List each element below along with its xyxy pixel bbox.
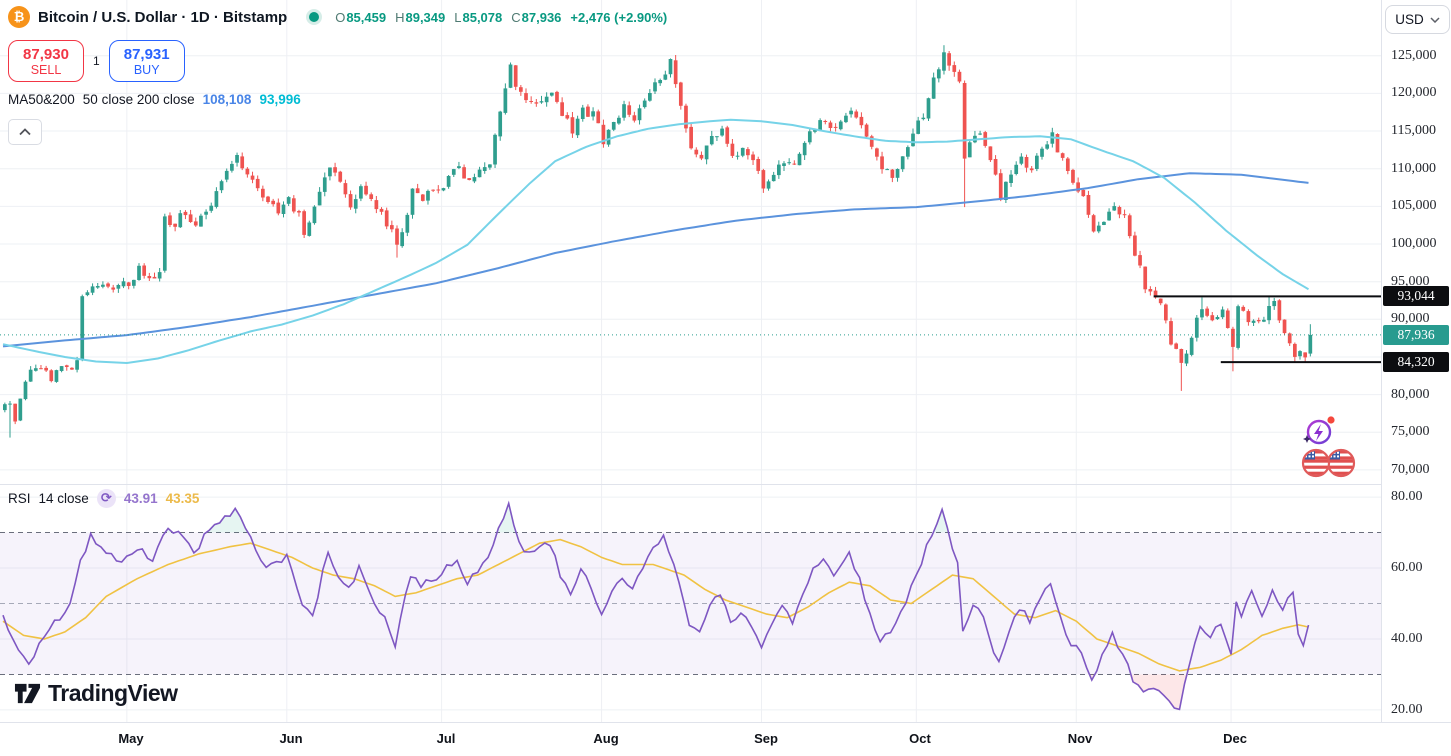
ma50-value: 93,996 <box>259 92 301 107</box>
low-value: 85,078 <box>462 9 503 25</box>
rsi-zone-fill <box>165 503 949 533</box>
flag-icon <box>1303 450 1329 476</box>
sell-button[interactable]: 87,930 SELL <box>8 40 84 82</box>
month-label: Nov <box>1067 731 1093 746</box>
price-tick-label: 90,000 <box>1391 311 1430 326</box>
price-tick-label: 125,000 <box>1391 48 1437 63</box>
price-tick-label: 120,000 <box>1391 85 1437 100</box>
gridlines <box>0 0 1381 485</box>
sell-label: SELL <box>30 62 62 77</box>
level-price-label: 84,320 <box>1383 352 1449 372</box>
buy-price: 87,931 <box>123 45 170 63</box>
ohlc-values: O 85,459 H 89,349 L 85,078 C 87,936 +2,476 (… <box>335 10 667 25</box>
flag-icon <box>1328 450 1354 476</box>
rsi-line[interactable] <box>2 500 1310 711</box>
collapse-legend-button[interactable] <box>8 119 42 145</box>
bitcoin-icon: ₿ <box>8 6 30 28</box>
change-value: +2,476 (+2.90%) <box>570 9 668 25</box>
symbol-header: ₿ Bitcoin / U.S. Dollar · 1D · Bitstamp … <box>8 6 667 28</box>
buy-label: BUY <box>133 62 160 77</box>
close-label: C <box>511 9 521 25</box>
symbol-title[interactable]: Bitcoin / U.S. Dollar · 1D · Bitstamp <box>38 8 288 26</box>
rsi-tick-label: 40.00 <box>1391 631 1423 646</box>
candlestick-series[interactable] <box>3 45 1313 438</box>
month-label: Sep <box>754 731 778 746</box>
price-tick-label: 70,000 <box>1391 462 1430 477</box>
rsi-tick-label: 20.00 <box>1391 702 1423 717</box>
price-tick-label: 115,000 <box>1391 123 1436 138</box>
main-price-pane[interactable] <box>0 0 1381 485</box>
ma200-value: 108,108 <box>202 92 252 107</box>
lightning-icon <box>1314 424 1323 441</box>
open-label: O <box>335 9 346 25</box>
chevron-up-icon <box>19 128 31 136</box>
notification-dot <box>1327 416 1335 424</box>
tradingview-logo[interactable]: TradingView <box>14 680 178 707</box>
month-label: Jun <box>279 731 303 746</box>
price-tick-label: 75,000 <box>1391 424 1430 439</box>
low-label: L <box>454 9 462 25</box>
tradingview-mark-icon <box>14 683 41 704</box>
price-axis[interactable]: USD 125,000 120,000 115,000 110,000 105,000 1… <box>1381 0 1451 722</box>
price-tick-label: 80,000 <box>1391 387 1430 402</box>
rsi-value: 43.91 <box>123 491 158 506</box>
rsi-ma-line[interactable] <box>2 538 1309 672</box>
ma50-line[interactable] <box>2 118 1309 365</box>
rsi-zone-fill <box>1089 674 1187 710</box>
tradingview-logo-text: TradingView <box>48 680 178 706</box>
sparkle-icon <box>1303 435 1311 443</box>
rsi-legend-title: RSI <box>8 491 31 506</box>
ai-event-icon[interactable] <box>1301 413 1337 449</box>
price-tick-label: 110,000 <box>1391 161 1436 176</box>
ma-legend-params: 50 close 200 close <box>82 92 195 107</box>
price-tick-label: 100,000 <box>1391 236 1437 251</box>
buy-button[interactable]: 87,931 BUY <box>108 40 185 82</box>
last-price-label: 87,936 <box>1383 325 1449 345</box>
rsi-pane[interactable] <box>0 485 1381 722</box>
rsi-tick-label: 60.00 <box>1391 560 1423 575</box>
open-value: 85,459 <box>346 9 387 25</box>
chevron-down-icon <box>1430 16 1440 23</box>
rsi-tick-label: 80.00 <box>1391 489 1423 504</box>
ma-legend-title: MA50&200 <box>8 92 75 107</box>
market-status-icon[interactable] <box>309 12 320 22</box>
rsi-ma-value: 43.35 <box>165 491 200 506</box>
spread-value: 1 <box>93 54 100 68</box>
rsi-legend-params: 14 close <box>38 491 89 506</box>
ma-indicator-legend[interactable]: MA50&200 50 close 200 close 108,108 93,9… <box>8 92 301 107</box>
currency-selector-button[interactable]: USD <box>1385 5 1450 34</box>
month-label: Aug <box>593 731 619 746</box>
month-label: May <box>118 731 144 746</box>
close-value: 87,936 <box>521 9 562 25</box>
level-price-label: 93,044 <box>1383 286 1449 306</box>
month-label: Jul <box>436 731 456 746</box>
high-value: 89,349 <box>405 9 446 25</box>
price-tick-label: 105,000 <box>1391 198 1437 213</box>
sell-price: 87,930 <box>23 45 69 63</box>
ma200-line[interactable] <box>2 172 1309 348</box>
rsi-indicator-legend[interactable]: RSI 14 close ⟳ 43.91 43.35 <box>8 489 199 508</box>
high-label: H <box>395 9 405 25</box>
pane-divider[interactable] <box>0 484 1451 485</box>
currency-label: USD <box>1395 12 1424 27</box>
buy-sell-widget: 87,930 SELL 1 87,931 BUY <box>8 40 185 82</box>
month-label: Dec <box>1223 731 1247 746</box>
rsi-refresh-icon[interactable]: ⟳ <box>96 489 116 508</box>
price-tick-label: 95,000 <box>1391 274 1430 289</box>
time-axis[interactable]: May Jun Jul Aug Sep Oct Nov Dec <box>0 722 1451 756</box>
month-label: Oct <box>909 731 931 746</box>
rsi-band-fill <box>0 532 1381 675</box>
economic-events-icon[interactable] <box>1297 445 1361 481</box>
